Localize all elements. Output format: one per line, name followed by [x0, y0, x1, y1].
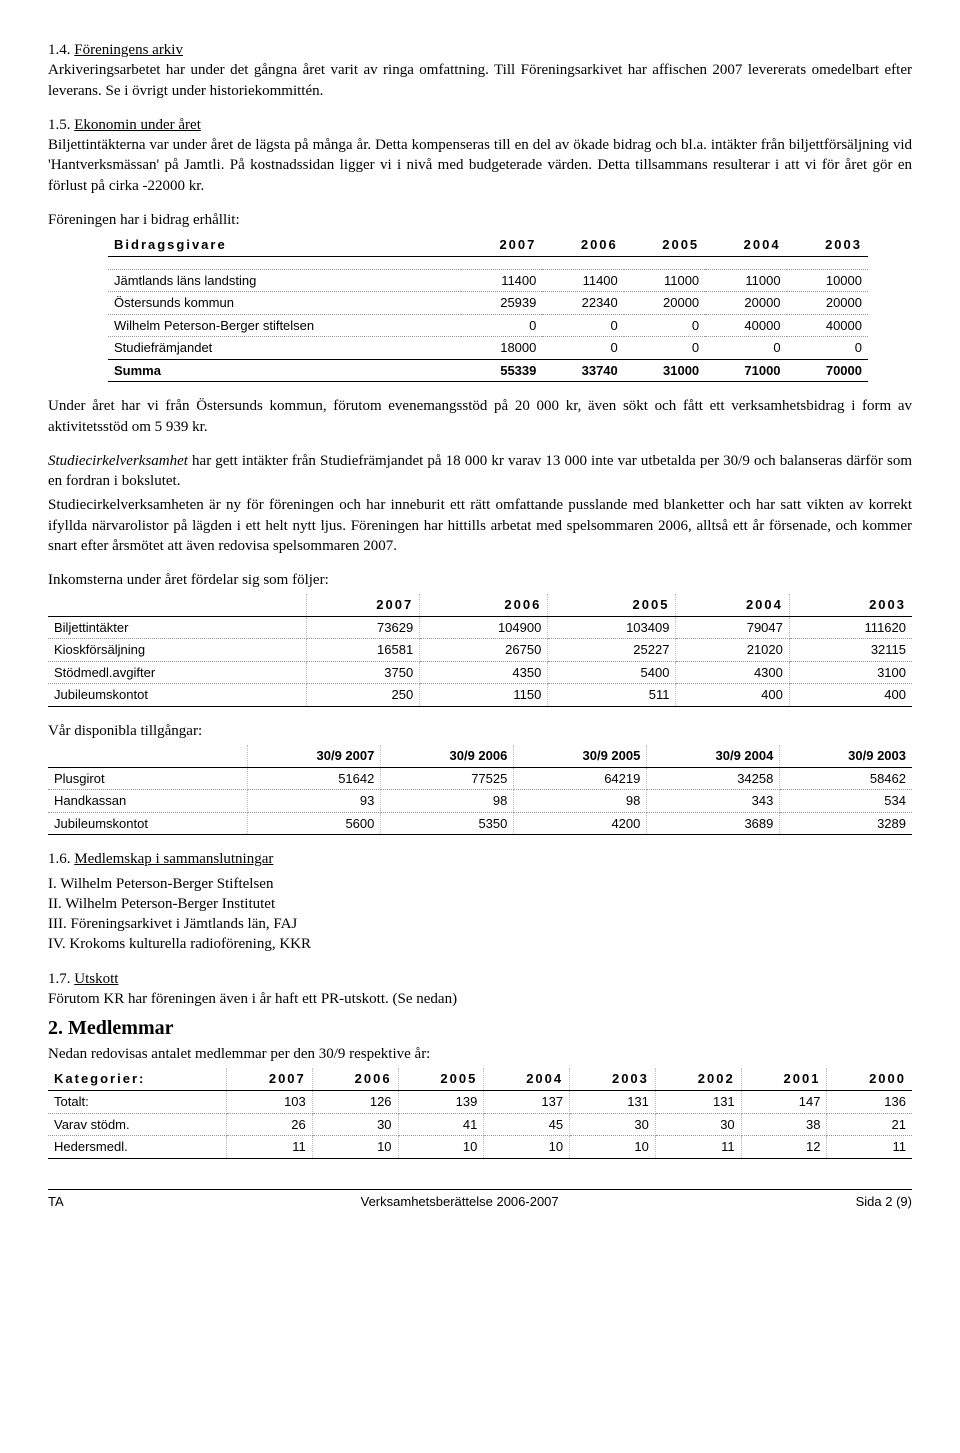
col-header	[48, 745, 248, 767]
col-header: 2002	[655, 1068, 741, 1090]
col-header: 2006	[542, 234, 623, 256]
col-header: 2007	[226, 1068, 312, 1090]
table-intro: Föreningen har i bidrag erhållit:	[48, 210, 912, 230]
table-row: Studiefrämjandet 18000 0 0 0 0	[108, 337, 868, 360]
table-row: Hedersmedl. 11 10 10 10 10 11 12 11	[48, 1136, 912, 1159]
col-header: 30/9 2005	[514, 745, 647, 767]
col-header: 30/9 2007	[248, 745, 381, 767]
membership-list: I. Wilhelm Peterson-Berger Stiftelsen II…	[48, 874, 912, 955]
list-item: III. Föreningsarkivet i Jämtlands län, F…	[48, 914, 912, 934]
col-header: 2001	[741, 1068, 827, 1090]
col-header: 2006	[420, 594, 548, 616]
table-row: Jämtlands läns landsting 11400 11400 110…	[108, 269, 868, 292]
col-header: 2005	[624, 234, 705, 256]
section-title: Ekonomin under året	[74, 117, 201, 133]
section-title: Medlemskap i sammanslutningar	[74, 851, 273, 867]
inkomst-table: 2007 2006 2005 2004 2003 Biljettintäkter…	[48, 594, 912, 707]
paragraph: Förutom KR har föreningen även i år haft…	[48, 989, 912, 1009]
col-header: 2007	[461, 234, 542, 256]
paragraph: Under året har vi från Östersunds kommun…	[48, 396, 912, 437]
medlem-table: Kategorier: 2007 2006 2005 2004 2003 200…	[48, 1068, 912, 1158]
list-item: II. Wilhelm Peterson-Berger Institutet	[48, 894, 912, 914]
emphasis: Studiecirkelverksamhet	[48, 453, 188, 469]
table-row: Wilhelm Peterson-Berger stiftelsen 0 0 0…	[108, 314, 868, 337]
col-header: 2003	[570, 1068, 656, 1090]
col-header: 30/9 2003	[780, 745, 912, 767]
paragraph: Arkiveringsarbetet har under det gångna …	[48, 60, 912, 101]
col-header: 2007	[306, 594, 419, 616]
paragraph: Nedan redovisas antalet medlemmar per de…	[48, 1044, 912, 1064]
section-title: Föreningens arkiv	[74, 42, 183, 58]
table-row: Jubileumskontot 250 1150 511 400 400	[48, 684, 912, 707]
col-header: 2005	[398, 1068, 484, 1090]
table-row: Östersunds kommun 25939 22340 20000 2000…	[108, 292, 868, 315]
disp-table: 30/9 2007 30/9 2006 30/9 2005 30/9 2004 …	[48, 745, 912, 835]
col-header: 2004	[676, 594, 789, 616]
col-header: 2004	[484, 1068, 570, 1090]
section-number: 1.4.	[48, 42, 71, 58]
col-header	[48, 594, 306, 616]
paragraph: Biljettintäkterna var under året de lägs…	[48, 135, 912, 196]
table-row: Kioskförsäljning 16581 26750 25227 21020…	[48, 639, 912, 662]
col-header: 2004	[705, 234, 786, 256]
list-item: IV. Krokoms kulturella radioförening, KK…	[48, 934, 912, 954]
col-header: 2000	[827, 1068, 912, 1090]
table-row: Jubileumskontot 5600 5350 4200 3689 3289	[48, 812, 912, 835]
footer-right: Sida 2 (9)	[856, 1193, 912, 1211]
col-header: 2005	[548, 594, 676, 616]
col-header: Kategorier:	[48, 1068, 226, 1090]
table-row: Varav stödm. 26 30 41 45 30 30 38 21	[48, 1113, 912, 1136]
page-footer: TA Verksamhetsberättelse 2006-2007 Sida …	[48, 1189, 912, 1211]
col-header: Bidragsgivare	[108, 234, 461, 256]
col-header: 30/9 2004	[647, 745, 780, 767]
table-intro: Inkomsterna under året fördelar sig som …	[48, 570, 912, 590]
section-number: 1.7.	[48, 971, 71, 987]
section-number: 1.5.	[48, 117, 71, 133]
list-item: I. Wilhelm Peterson-Berger Stiftelsen	[48, 874, 912, 894]
footer-left: TA	[48, 1193, 64, 1211]
footer-center: Verksamhetsberättelse 2006-2007	[361, 1193, 559, 1211]
col-header: 2003	[787, 234, 868, 256]
section-number: 1.6.	[48, 851, 71, 867]
table-row: Stödmedl.avgifter 3750 4350 5400 4300 31…	[48, 661, 912, 684]
col-header: 30/9 2006	[381, 745, 514, 767]
table-intro: Vår disponibla tillgångar:	[48, 721, 912, 741]
heading: 2. Medlemmar	[48, 1015, 912, 1042]
table-row: Biljettintäkter 73629 104900 103409 7904…	[48, 616, 912, 639]
table-row: Handkassan 93 98 98 343 534	[48, 790, 912, 813]
table-row: Plusgirot 51642 77525 64219 34258 58462	[48, 767, 912, 790]
table-sum-row: Summa 55339 33740 31000 71000 70000	[108, 359, 868, 382]
bidrag-table: Bidragsgivare 2007 2006 2005 2004 2003 J…	[108, 234, 868, 382]
col-header: 2003	[789, 594, 912, 616]
section-title: Utskott	[74, 971, 118, 987]
table-row: Totalt: 103 126 139 137 131 131 147 136	[48, 1091, 912, 1114]
col-header: 2006	[312, 1068, 398, 1090]
paragraph: Studiecirkelverksamheten är ny för fören…	[48, 495, 912, 556]
